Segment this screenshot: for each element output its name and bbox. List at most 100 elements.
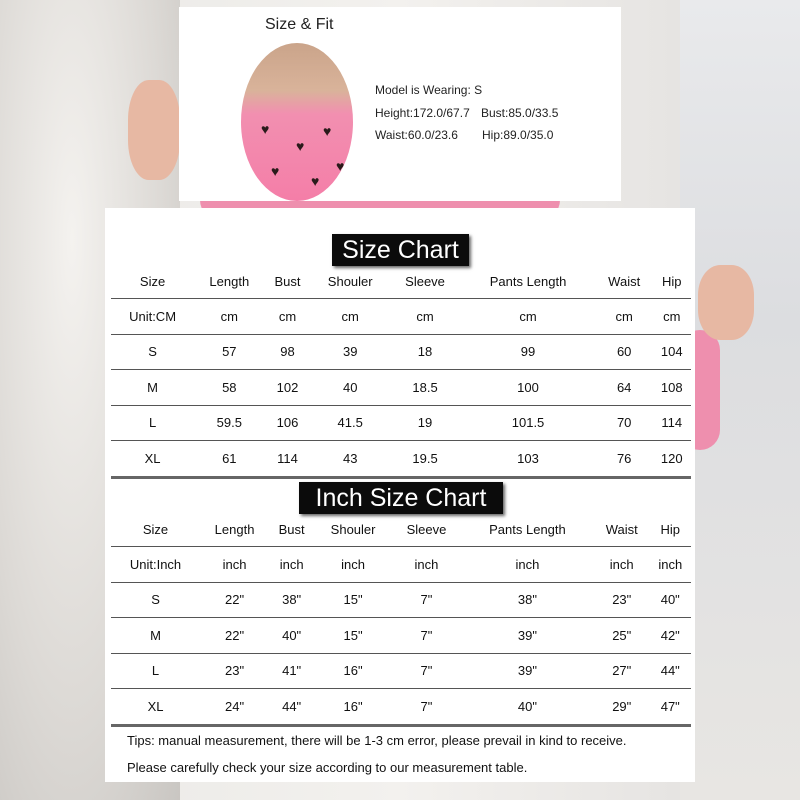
table-cell: 40" xyxy=(649,581,691,618)
table-row: L 59.5 106 41.5 19 101.5 70 114 xyxy=(111,404,691,441)
table-header-row: Size Length Bust Shouler Sleeve Pants Length W… xyxy=(111,514,691,547)
table-cell: 58 xyxy=(194,369,265,405)
table-cell: 102 xyxy=(264,369,311,405)
table-cell: S xyxy=(111,581,201,618)
table-cell: 41.5 xyxy=(310,404,390,441)
inch-chart-title: Inch Size Chart xyxy=(299,482,503,514)
table-cell: 7" xyxy=(391,581,461,618)
table-cell: cm xyxy=(595,298,653,334)
table-cell: 40" xyxy=(460,688,594,727)
table-cell: inch xyxy=(269,546,315,582)
table-cell: Unit:CM xyxy=(111,298,195,334)
table-cell: 60 xyxy=(595,333,653,370)
table-row: M 22" 40" 15" 7" 39" 25" 42" xyxy=(111,617,691,653)
table-cell: 23" xyxy=(593,581,650,618)
column-header: Sleeve xyxy=(406,522,447,537)
table-cell: 98 xyxy=(264,333,311,370)
table-cell: 108 xyxy=(652,369,691,405)
table-cell: cm xyxy=(194,298,265,334)
column-header: Sleeve xyxy=(405,274,445,289)
table-cell: cm xyxy=(389,298,461,334)
table-row: M 58 102 40 18.5 100 64 108 xyxy=(111,369,691,405)
table-cell: 24" xyxy=(200,688,270,727)
table-cell: 104 xyxy=(652,333,691,370)
table-cell: 19 xyxy=(389,404,461,441)
column-header: Pants Length xyxy=(489,522,566,537)
table-cell: 47" xyxy=(649,688,691,727)
table-cell: inch xyxy=(314,546,392,582)
tip-check-size: Please carefully check your size accordi… xyxy=(127,760,528,775)
table-cell: 59.5 xyxy=(194,404,265,441)
table-cell: cm xyxy=(652,298,691,334)
model-waist: Waist:60.0/23.6 xyxy=(375,128,458,142)
table-header-row: Size Length Bust Shouler Sleeve Pants Length W… xyxy=(111,266,691,299)
column-header: Bust xyxy=(274,274,301,289)
table-cell: 7" xyxy=(391,688,461,727)
table-cell: 100 xyxy=(460,369,596,405)
table-row: XL 24" 44" 16" 7" 40" 29" 47" xyxy=(111,688,691,727)
table-cell: inch xyxy=(200,546,270,582)
cm-chart-title: Size Chart xyxy=(332,234,469,266)
model-wearing: Model is Wearing: S xyxy=(375,83,483,97)
table-cell: 15" xyxy=(314,617,392,653)
table-cell: 44" xyxy=(649,652,691,689)
inch-size-table: Size Length Bust Shouler Sleeve Pants Length W… xyxy=(111,514,691,727)
table-cell: 22" xyxy=(200,617,270,653)
table-cell: inch xyxy=(460,546,594,582)
table-cell: 38" xyxy=(460,581,594,618)
table-cell: 16" xyxy=(314,652,392,689)
table-row: S 57 98 39 18 99 60 104 xyxy=(111,333,691,370)
table-cell: 15" xyxy=(314,581,392,618)
table-cell: 61 xyxy=(194,440,265,479)
model-bust: Bust:85.0/33.5 xyxy=(481,106,559,120)
column-header: Bust xyxy=(278,522,305,537)
table-cell: cm xyxy=(264,298,311,334)
table-cell: 16" xyxy=(314,688,392,727)
table-cell: Unit:Inch xyxy=(111,546,201,582)
table-cell: 39 xyxy=(310,333,390,370)
column-header: Length xyxy=(214,522,255,537)
column-header: Shouler xyxy=(327,274,373,289)
table-cell: inch xyxy=(649,546,691,582)
column-header: Waist xyxy=(605,522,638,537)
model-height: Height:172.0/67.7 xyxy=(375,106,470,120)
cm-size-table: Size Length Bust Shouler Sleeve Pants Length W… xyxy=(111,266,691,479)
table-row: Unit:Inch inch inch inch inch inch inch inch xyxy=(111,546,691,582)
table-cell: 57 xyxy=(194,333,265,370)
table-cell: 38" xyxy=(269,581,315,618)
table-cell: 18.5 xyxy=(389,369,461,405)
table-cell: 29" xyxy=(593,688,650,727)
column-header: Waist xyxy=(608,274,641,289)
table-row: S 22" 38" 15" 7" 38" 23" 40" xyxy=(111,581,691,618)
column-header: Length xyxy=(209,274,250,289)
table-row: L 23" 41" 16" 7" 39" 27" 44" xyxy=(111,652,691,689)
table-cell: L xyxy=(111,404,195,441)
table-cell: 22" xyxy=(200,581,270,618)
model-photo: ♥ ♥ ♥ ♥ ♥ ♥ xyxy=(241,43,353,201)
table-cell: 27" xyxy=(593,652,650,689)
table-cell: inch xyxy=(593,546,650,582)
table-cell: 64 xyxy=(595,369,653,405)
table-cell: M xyxy=(111,369,195,405)
tip-measurement-error: Tips: manual measurement, there will be … xyxy=(127,733,627,748)
table-cell: M xyxy=(111,617,201,653)
table-cell: 41" xyxy=(269,652,315,689)
table-cell: 7" xyxy=(391,652,461,689)
column-header: Hip xyxy=(660,522,681,537)
table-row: XL 61 114 43 19.5 103 76 120 xyxy=(111,440,691,479)
column-header: Shouler xyxy=(330,522,376,537)
column-header: Size xyxy=(142,522,169,537)
table-cell: S xyxy=(111,333,195,370)
table-cell: cm xyxy=(460,298,596,334)
table-cell: 39" xyxy=(460,652,594,689)
table-cell: 103 xyxy=(460,440,596,479)
size-chart-card: Size Chart Size Length Bust Shouler Sleeve Pa… xyxy=(105,208,695,782)
table-cell: 42" xyxy=(649,617,691,653)
table-cell: 99 xyxy=(460,333,596,370)
table-cell: L xyxy=(111,652,201,689)
table-cell: 120 xyxy=(652,440,691,479)
size-fit-title: Size & Fit xyxy=(265,16,334,33)
table-cell: 23" xyxy=(200,652,270,689)
column-header: Size xyxy=(139,274,166,289)
table-row: Unit:CM cm cm cm cm cm cm cm xyxy=(111,298,691,334)
